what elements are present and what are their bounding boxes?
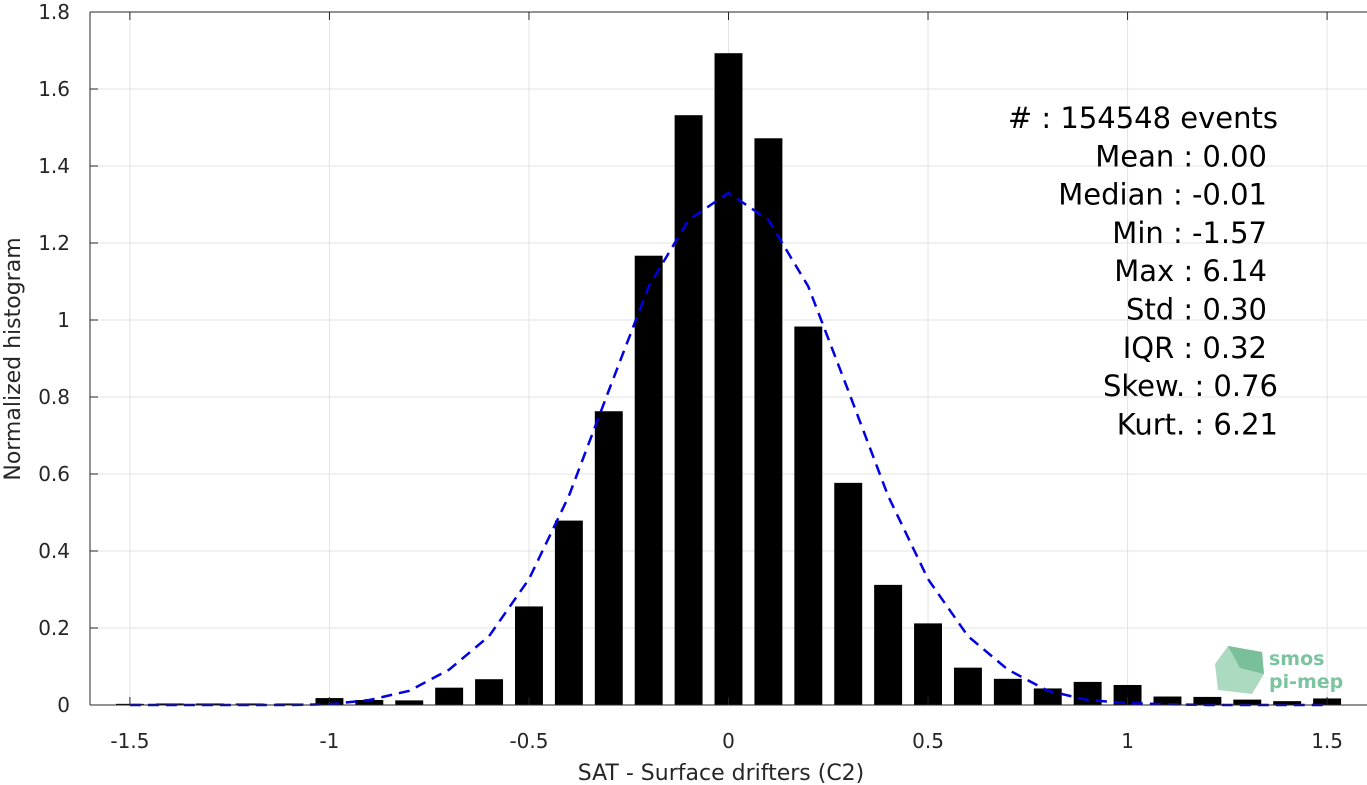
histogram-bar [235, 703, 264, 705]
histogram-bar [714, 53, 743, 705]
histogram-bar [355, 699, 384, 705]
y-tick-label: 1.6 [38, 77, 70, 101]
logo-emblem-shade [1228, 646, 1264, 674]
histogram-bar [1273, 701, 1302, 705]
stats-line: Median : -0.01 [1058, 178, 1267, 212]
smos-pi-mep-logo: smos pi-mep [1215, 646, 1343, 694]
stats-line: Mean : 0.00 [1095, 139, 1267, 173]
logo-text-line2: pi-mep [1269, 671, 1343, 693]
y-tick-label: 0.2 [38, 616, 70, 640]
y-tick-label: 1.4 [38, 154, 70, 178]
histogram-bar [395, 700, 424, 705]
y-tick-label: 0.4 [38, 539, 70, 563]
histogram-bar [794, 326, 823, 705]
x-tick-label: 1.5 [1311, 729, 1343, 753]
histogram-bar [475, 679, 504, 705]
stats-line: Skew. : 0.76 [1103, 369, 1278, 403]
stats-line: # : 154548 events [1008, 101, 1278, 135]
y-axis-label: Normalized histogram [1, 237, 26, 480]
histogram-bar [674, 115, 703, 706]
y-tick-label: 0.8 [38, 385, 70, 409]
histogram-bar [554, 520, 583, 705]
histogram-bar [874, 584, 903, 705]
x-tick-label: 0 [722, 729, 735, 753]
histogram-bar [1153, 696, 1182, 705]
y-tick-label: 1 [57, 308, 70, 332]
histogram-bar [754, 138, 783, 705]
histogram-bar [834, 482, 863, 705]
y-tick-labels: 0 0.2 0.4 0.6 0.8 1 1.2 1.4 1.6 1.8 [38, 0, 70, 717]
x-tick-labels: -1.5 -1 -0.5 0 0.5 1 1.5 [110, 729, 1343, 753]
logo-text-line1: smos [1269, 648, 1324, 670]
histogram-bar [435, 687, 464, 705]
y-tick-label: 0.6 [38, 462, 70, 486]
histogram-bar [634, 255, 663, 705]
histogram-bar [1193, 696, 1222, 705]
y-tick-label: 0 [57, 693, 70, 717]
stats-line: Kurt. : 6.21 [1117, 407, 1278, 441]
histogram-bar [275, 703, 304, 705]
x-tick-label: 0.5 [912, 729, 944, 753]
y-tick-label: 1.8 [38, 0, 70, 24]
x-tick-label: -1.5 [110, 729, 149, 753]
histogram-bars [115, 53, 1342, 706]
stats-line: Min : -1.57 [1112, 216, 1267, 250]
histogram-bar [594, 411, 623, 705]
histogram-bar [914, 623, 942, 705]
stats-annotation-box: # : 154548 events Mean : 0.00 Median : -0.… [1008, 101, 1278, 441]
plot-axes [89, 11, 1367, 706]
x-tick-label: -1 [319, 729, 339, 753]
x-tick-label: -0.5 [509, 729, 548, 753]
stats-line: Max : 6.14 [1114, 254, 1267, 288]
histogram-bar [515, 606, 543, 705]
x-axis-label: SAT - Surface drifters (C2) [578, 761, 865, 785]
histogram-bar [993, 678, 1022, 705]
y-tick-label: 1.2 [38, 231, 70, 255]
x-tick-label: 1 [1121, 729, 1134, 753]
histogram-bar [1233, 699, 1262, 705]
histogram-bar [953, 667, 982, 705]
histogram-bar [1033, 688, 1062, 705]
stats-line: IQR : 0.32 [1123, 331, 1267, 365]
stats-line: Std : 0.30 [1126, 293, 1267, 327]
histogram-bar [1113, 684, 1142, 705]
